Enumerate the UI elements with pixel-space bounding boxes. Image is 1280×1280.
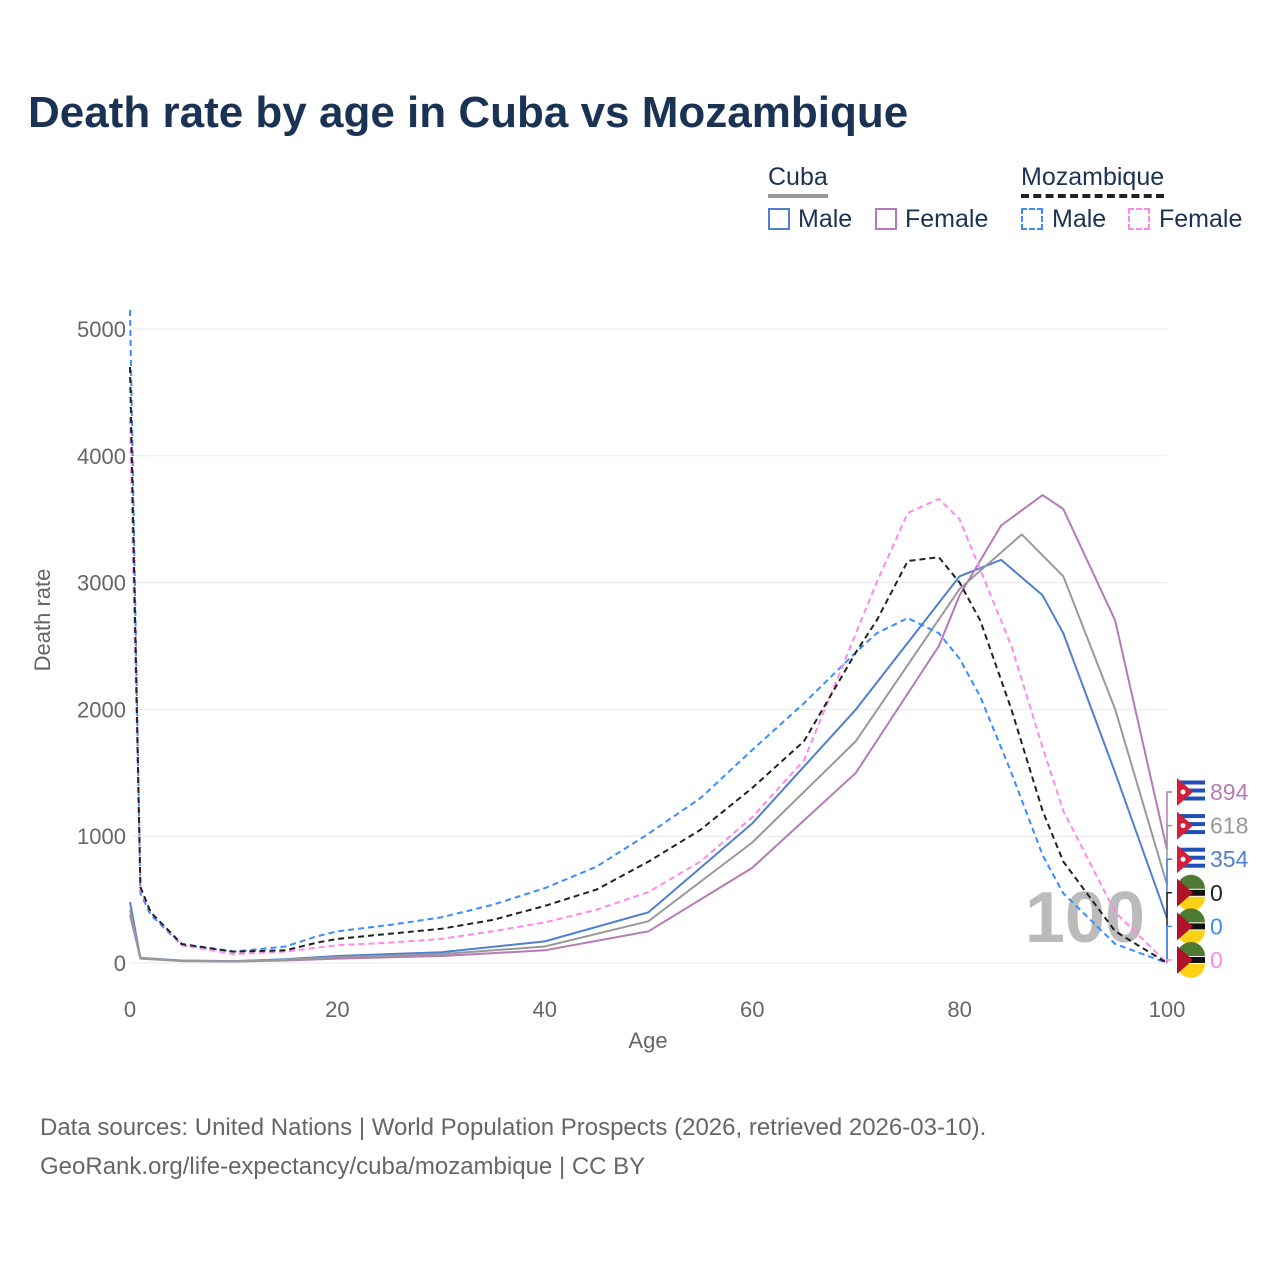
series-line-cuba xyxy=(129,533,1168,963)
flag-triangle xyxy=(1177,946,1193,974)
x-tick-label: 20 xyxy=(325,997,349,1022)
source-line: Data sources: United Nations | World Pop… xyxy=(40,1114,987,1141)
flag-stripe xyxy=(1177,863,1205,868)
flag-stripe xyxy=(1177,830,1205,835)
x-tick-label: 40 xyxy=(533,997,557,1022)
series-line-mozambique xyxy=(129,366,1168,964)
source-note: Data sources: United Nations | World Pop… xyxy=(40,1108,986,1186)
x-tick-label: 80 xyxy=(947,997,971,1022)
y-tick-label: 4000 xyxy=(77,444,126,469)
legend-label-cuba-male[interactable]: Male xyxy=(798,205,853,233)
x-axis-label: Age xyxy=(628,1028,667,1053)
end-label-connector xyxy=(1166,925,1172,963)
series-line-mozambique-male xyxy=(129,309,1168,964)
end-label-value: 0 xyxy=(1210,947,1223,973)
y-tick-label: 1000 xyxy=(77,824,126,849)
x-tick-label: 60 xyxy=(740,997,764,1022)
end-label-connector xyxy=(1166,959,1172,963)
legend-label-mozambique-male[interactable]: Male xyxy=(1052,205,1107,233)
legend-swatch-cuba-female xyxy=(875,208,897,230)
y-axis-label: Death rate xyxy=(30,569,55,672)
flag-stripe xyxy=(1177,814,1205,819)
end-label-value: 0 xyxy=(1210,880,1223,906)
y-tick-label: 5000 xyxy=(77,317,126,342)
flag-triangle xyxy=(1177,878,1193,907)
legend-swatch-mozambique-male xyxy=(1021,208,1043,230)
end-label-value: 0 xyxy=(1210,913,1223,939)
legend-swatch-mozambique-female xyxy=(1128,208,1150,230)
flag-star xyxy=(1180,823,1186,829)
legend-group-mozambique: Mozambique xyxy=(1021,163,1165,198)
chart-title: Death rate by age in Cuba vs Mozambique xyxy=(28,88,909,137)
flag-triangle xyxy=(1177,912,1193,941)
flag-star xyxy=(1180,856,1186,862)
source-url[interactable]: GeoRank.org/life-expectancy/cuba/mozambi… xyxy=(40,1153,646,1180)
end-label-value: 354 xyxy=(1210,846,1249,872)
flag-stripe xyxy=(1177,780,1205,785)
y-tick-label: 2000 xyxy=(77,697,126,722)
y-tick-label: 3000 xyxy=(77,571,126,596)
end-label-value: 894 xyxy=(1210,779,1249,805)
series-line-cuba-male xyxy=(129,558,1168,963)
x-tick-label: 0 xyxy=(124,997,136,1022)
series-line-mozambique-female xyxy=(129,417,1168,964)
flag-star xyxy=(1180,789,1186,795)
series-line-cuba-female xyxy=(129,494,1168,963)
legend-swatch-cuba-male xyxy=(768,208,790,230)
end-label-value: 618 xyxy=(1210,813,1248,839)
x-tick-label: 100 xyxy=(1149,997,1186,1022)
y-tick-label: 0 xyxy=(114,951,126,976)
flag-stripe xyxy=(1177,796,1205,801)
legend-label-mozambique-female[interactable]: Female xyxy=(1159,205,1243,233)
flag-stripe xyxy=(1177,847,1205,852)
age-watermark: 100 xyxy=(1025,878,1145,958)
legend-label-cuba-female[interactable]: Female xyxy=(905,205,989,233)
legend-group-cuba: Cuba xyxy=(768,163,828,198)
